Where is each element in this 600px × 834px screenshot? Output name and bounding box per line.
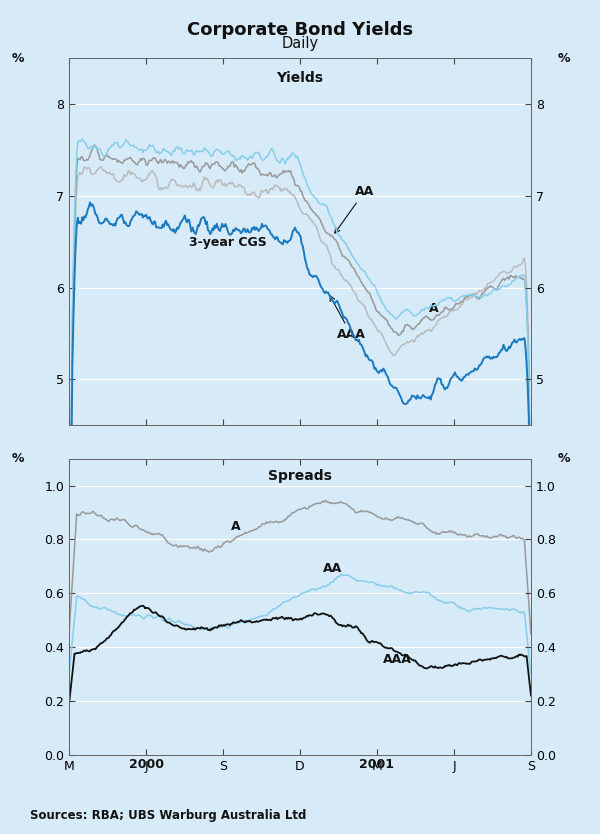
Text: 3-year CGS: 3-year CGS (189, 236, 267, 249)
Text: Sources: RBA; UBS Warburg Australia Ltd: Sources: RBA; UBS Warburg Australia Ltd (30, 809, 307, 822)
Text: Corporate Bond Yields: Corporate Bond Yields (187, 21, 413, 39)
Text: AA: AA (335, 185, 374, 233)
Text: %: % (558, 52, 570, 65)
Text: 2000: 2000 (128, 758, 163, 771)
Text: %: % (12, 452, 24, 465)
Text: AAA: AAA (383, 653, 412, 666)
Text: %: % (558, 452, 570, 465)
Text: A: A (230, 520, 241, 533)
Text: 2001: 2001 (359, 758, 395, 771)
Text: Yields: Yields (277, 71, 323, 85)
Text: Daily: Daily (281, 36, 319, 51)
Text: AA: AA (323, 561, 342, 575)
Text: %: % (12, 52, 24, 65)
Text: A: A (429, 302, 439, 314)
Text: AAA: AAA (330, 296, 366, 341)
Text: Spreads: Spreads (268, 469, 332, 483)
